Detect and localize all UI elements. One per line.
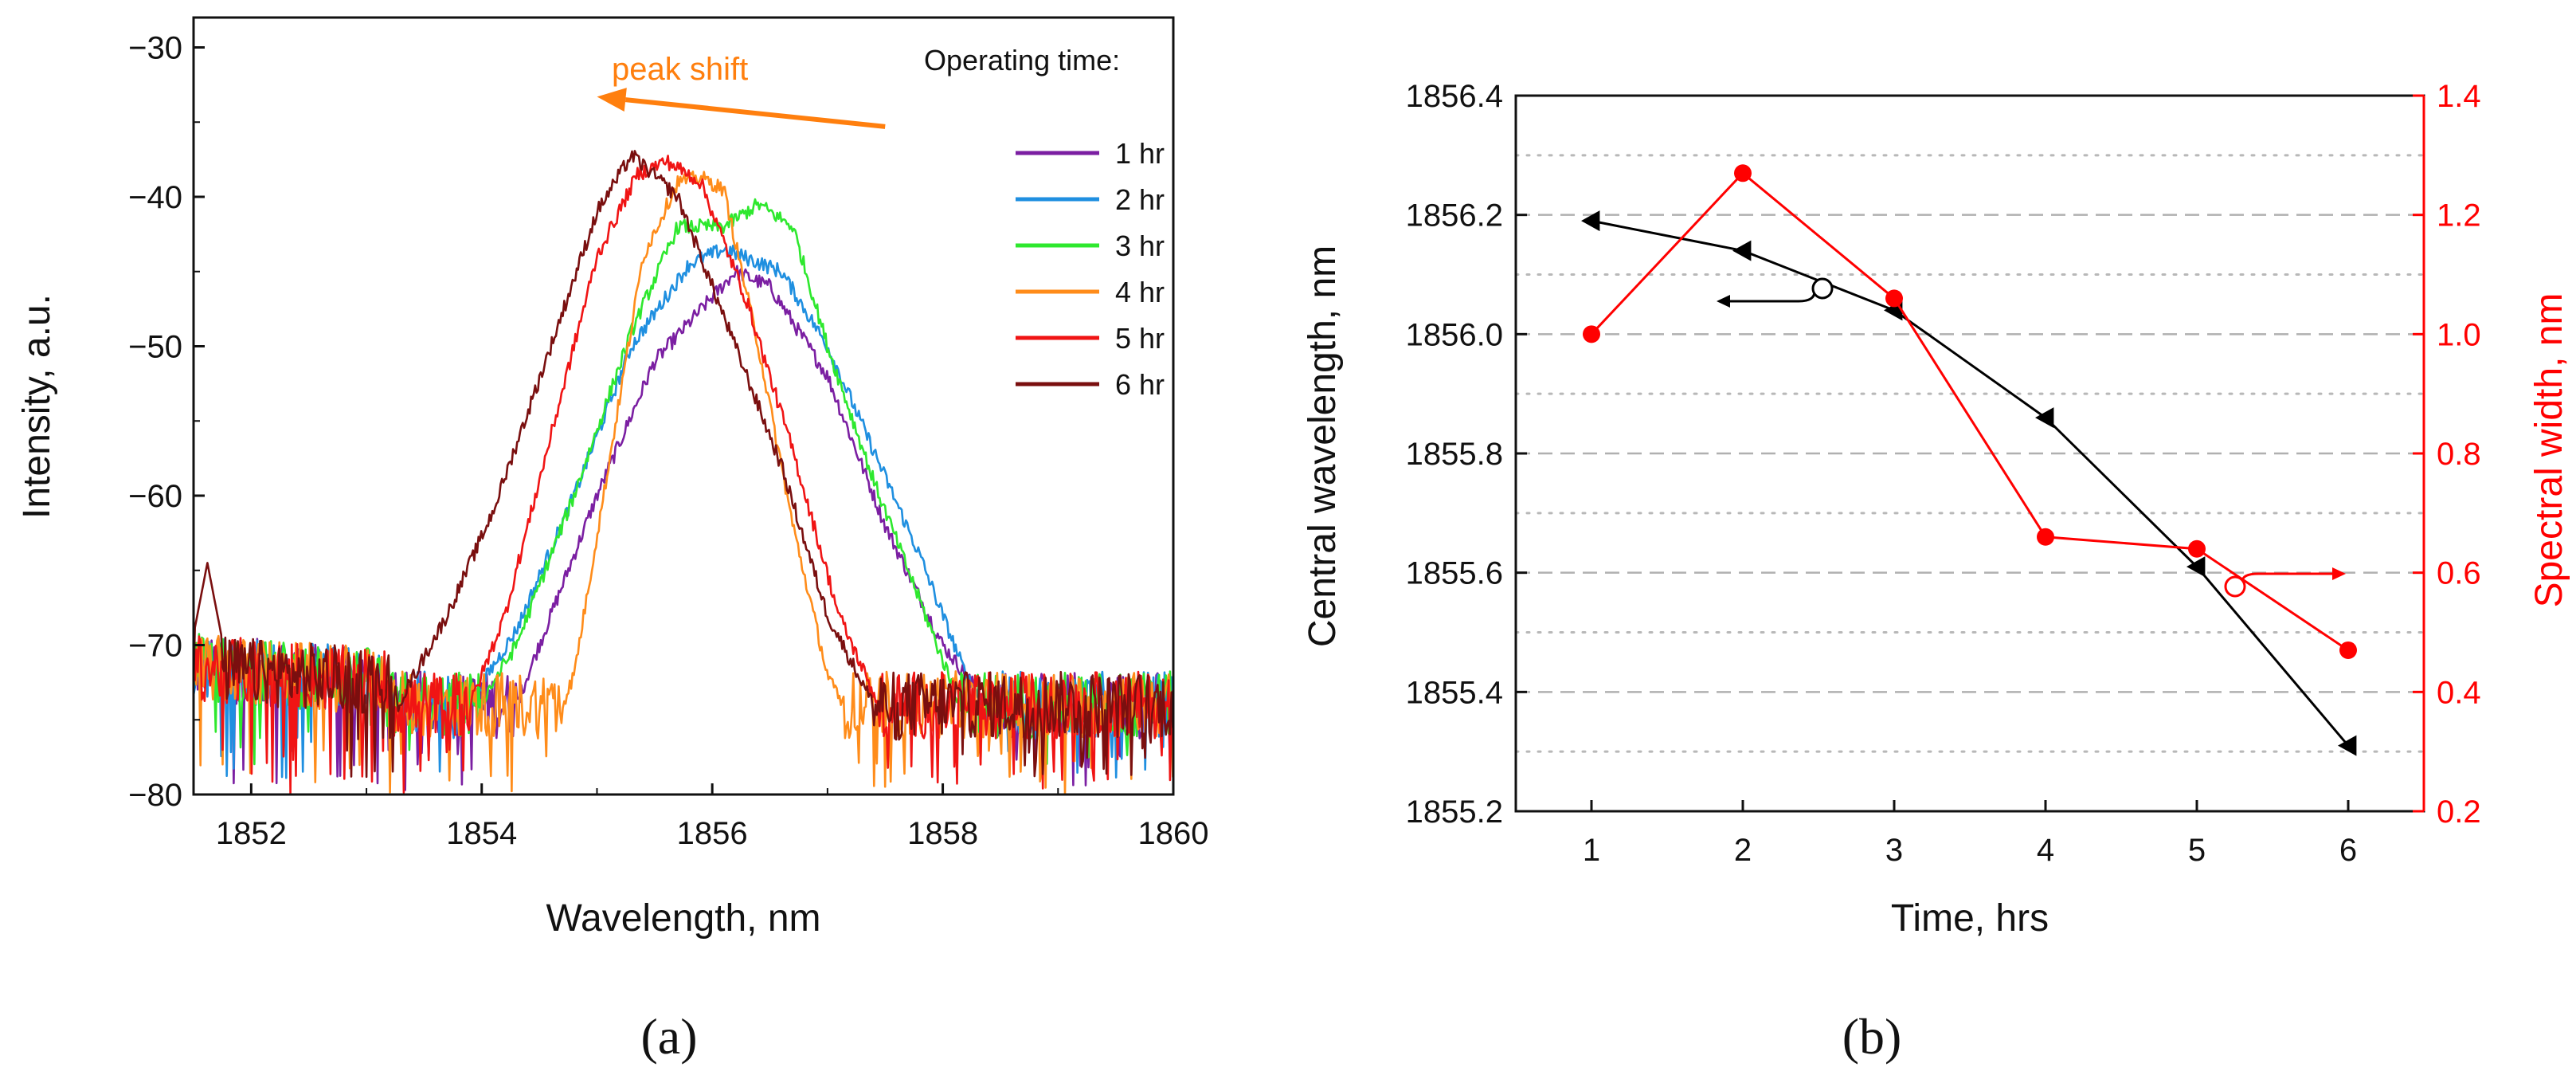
left-y-tick-label: 1855.6 xyxy=(1406,556,1503,591)
x-axis-ticks-a: 1852 1854 1856 1858 1860 xyxy=(216,783,1209,851)
legend-label: 1 hr xyxy=(1115,137,1165,170)
x-tick-label-a: 1860 xyxy=(1138,816,1209,851)
central-wavelength-point xyxy=(2338,735,2357,756)
panel-label-b: (b) xyxy=(1842,1008,1902,1065)
right-y-tick-label: 0.2 xyxy=(2437,795,2481,830)
x-tick-label-a: 1852 xyxy=(216,816,287,851)
y-axis-ticks-a: −80 −70 −60 −50 −40 −30 xyxy=(128,31,205,813)
spectral-width-point xyxy=(1885,289,1903,308)
y-tick-label-a: −40 xyxy=(128,180,182,215)
x-tick-label-b: 1 xyxy=(1583,833,1600,868)
plot-frame-a xyxy=(192,16,1175,796)
spectral-width-point xyxy=(2037,528,2054,546)
x-tick-label-b: 4 xyxy=(2037,833,2054,868)
left-y-tick-label: 1855.2 xyxy=(1406,795,1503,830)
legend-a: Operating time: 1 hr 2 hr 3 hr 4 hr 5 hr 6 hr xyxy=(924,44,1165,401)
left-y-axis-label-b: Central wavelength, nm xyxy=(1302,245,1344,647)
spectra-lines xyxy=(194,150,1173,795)
open-circle-marker-left xyxy=(1811,277,1834,300)
right-y-tick-label: 0.6 xyxy=(2437,556,2481,591)
spectral-width-point xyxy=(2188,540,2206,558)
left-y-tick-label: 1855.4 xyxy=(1406,675,1503,710)
central-wavelength-point xyxy=(2186,556,2206,578)
x-tick-label-a: 1854 xyxy=(446,816,517,851)
right-y-tick-label: 0.8 xyxy=(2437,437,2481,472)
right-y-tick-label: 1.2 xyxy=(2437,198,2481,233)
peak-shift-arrow-head xyxy=(597,88,627,112)
x-axis-label-b: Time, hrs xyxy=(1891,897,2049,940)
y-tick-label-a: −50 xyxy=(128,330,182,365)
x-tick-label-b: 3 xyxy=(1885,833,1903,868)
legend-label: 2 hr xyxy=(1115,183,1165,216)
y-tick-label-a: −60 xyxy=(128,479,182,514)
x-tick-label-a: 1858 xyxy=(907,816,978,851)
peak-shift-annotation: peak shift xyxy=(597,52,886,129)
central-wavelength-line xyxy=(1591,219,2350,747)
right-y-tick-label: 1.0 xyxy=(2437,317,2481,352)
y-axis-label-a: Intensity, a.u. xyxy=(16,294,58,519)
left-y-tick-label: 1855.8 xyxy=(1406,437,1503,472)
right-y-axis-ticks-b: 0.2 0.4 0.6 0.8 1.0 1.2 1.4 xyxy=(2413,79,2481,830)
right-axis-indicator xyxy=(2224,567,2346,598)
legend-label: 6 hr xyxy=(1115,368,1165,401)
spectral-width-point xyxy=(2339,641,2357,659)
x-tick-label-b: 5 xyxy=(2188,833,2206,868)
central-wavelength-point xyxy=(1732,240,1752,261)
spectral-width-line xyxy=(1590,171,2349,652)
right-y-tick-label: 0.4 xyxy=(2437,675,2481,710)
legend-label: 5 hr xyxy=(1115,322,1165,355)
right-y-tick-label: 1.4 xyxy=(2437,79,2481,114)
left-y-tick-label: 1856.2 xyxy=(1406,198,1503,233)
legend-label: 3 hr xyxy=(1115,230,1165,262)
grid-lines-b xyxy=(1514,154,2425,753)
legend-label: 4 hr xyxy=(1115,276,1165,308)
panel-a-spectra-chart: 1852 1854 1856 1858 1860 −80−70−60−50−40−30 … xyxy=(16,16,1209,1065)
open-circle-marker-right xyxy=(2224,575,2246,598)
left-y-tick-label: 1856.4 xyxy=(1406,79,1503,114)
spectral-width-point xyxy=(1734,164,1752,182)
x-tick-label-b: 6 xyxy=(2339,833,2357,868)
right-y-axis-label-b: Spectral width, nm xyxy=(2528,293,2570,608)
x-axis-ticks-b: 1 2 3 4 5 6 xyxy=(1583,800,2357,868)
y-tick-label-a: −70 xyxy=(128,629,182,664)
y-tick-label-a: −30 xyxy=(128,31,182,66)
left-axis-indicator xyxy=(1717,277,1834,308)
spectral-width-point xyxy=(1583,325,1600,343)
peak-shift-label: peak shift xyxy=(612,52,748,87)
peak-shift-arrow xyxy=(624,97,886,129)
x-tick-label-b: 2 xyxy=(1734,833,1752,868)
spectrum-line-6hr xyxy=(194,150,1173,779)
x-tick-label-a: 1856 xyxy=(677,816,748,851)
panel-label-a: (a) xyxy=(640,1008,697,1065)
left-y-tick-label: 1856.0 xyxy=(1406,317,1503,352)
y-tick-label-a: −80 xyxy=(128,778,182,813)
left-y-axis-ticks-b: 1855.2 1855.4 1855.6 1855.8 1856.0 1856.2 1856… xyxy=(1406,79,1527,830)
x-axis-label-a: Wavelength, nm xyxy=(546,897,820,940)
central-wavelength-point xyxy=(1581,210,1600,232)
series-b xyxy=(1581,164,2357,756)
legend-title: Operating time: xyxy=(924,44,1120,77)
central-wavelength-point xyxy=(2035,407,2054,429)
